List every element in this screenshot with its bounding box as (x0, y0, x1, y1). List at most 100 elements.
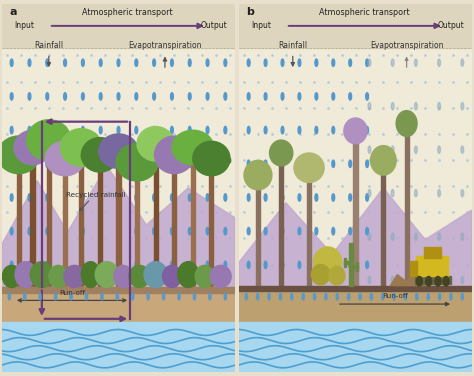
Ellipse shape (279, 293, 282, 300)
Polygon shape (239, 188, 472, 321)
Ellipse shape (315, 261, 318, 268)
Ellipse shape (315, 93, 318, 100)
Ellipse shape (188, 126, 191, 134)
Ellipse shape (209, 293, 211, 300)
Ellipse shape (99, 160, 102, 167)
Ellipse shape (195, 265, 214, 288)
Ellipse shape (206, 194, 209, 201)
Bar (279, 153, 283, 286)
Ellipse shape (344, 118, 367, 144)
Ellipse shape (153, 126, 155, 134)
Ellipse shape (206, 160, 209, 167)
Ellipse shape (10, 261, 13, 268)
Ellipse shape (332, 295, 335, 302)
Ellipse shape (70, 293, 72, 300)
Ellipse shape (117, 160, 120, 167)
Text: Recycled rainfall: Recycled rainfall (65, 193, 125, 199)
Ellipse shape (163, 265, 181, 288)
Ellipse shape (294, 153, 324, 182)
Ellipse shape (461, 146, 464, 153)
Ellipse shape (370, 293, 373, 300)
Ellipse shape (366, 160, 368, 167)
Ellipse shape (438, 59, 440, 67)
Ellipse shape (396, 111, 417, 136)
Ellipse shape (206, 295, 209, 302)
Ellipse shape (414, 276, 417, 284)
Bar (353, 265, 358, 268)
Ellipse shape (171, 126, 173, 134)
Ellipse shape (210, 265, 231, 288)
Ellipse shape (28, 227, 31, 235)
Ellipse shape (366, 59, 368, 67)
Ellipse shape (46, 261, 49, 268)
Text: Input: Input (251, 21, 271, 30)
Ellipse shape (99, 261, 102, 268)
Ellipse shape (393, 293, 395, 300)
Ellipse shape (414, 190, 417, 197)
Text: b: b (246, 8, 254, 17)
Ellipse shape (332, 261, 335, 268)
Ellipse shape (153, 194, 155, 201)
Ellipse shape (129, 265, 150, 288)
Ellipse shape (349, 160, 352, 167)
Ellipse shape (414, 233, 417, 240)
Ellipse shape (366, 194, 368, 201)
Ellipse shape (116, 143, 158, 181)
Ellipse shape (247, 194, 250, 201)
Ellipse shape (135, 160, 138, 167)
Ellipse shape (450, 293, 452, 300)
Bar (193, 158, 230, 162)
Ellipse shape (82, 227, 84, 235)
Ellipse shape (178, 262, 199, 288)
Circle shape (435, 276, 441, 286)
Bar (82, 154, 118, 158)
Ellipse shape (99, 126, 102, 134)
Ellipse shape (117, 59, 120, 67)
Ellipse shape (313, 293, 316, 300)
Ellipse shape (135, 59, 138, 67)
Bar (14, 147, 51, 151)
Circle shape (443, 276, 449, 286)
Bar (344, 261, 349, 264)
Ellipse shape (270, 140, 293, 166)
Ellipse shape (24, 293, 26, 300)
Ellipse shape (256, 293, 259, 300)
Ellipse shape (82, 138, 118, 172)
Ellipse shape (188, 261, 191, 268)
Ellipse shape (366, 126, 368, 134)
Ellipse shape (135, 227, 138, 235)
Bar (210, 159, 213, 288)
Ellipse shape (332, 160, 335, 167)
Ellipse shape (49, 265, 67, 288)
Text: Evapotranspiration: Evapotranspiration (370, 41, 443, 50)
Ellipse shape (206, 93, 209, 100)
Ellipse shape (135, 295, 138, 302)
Ellipse shape (281, 126, 284, 134)
Ellipse shape (332, 194, 335, 201)
Ellipse shape (264, 59, 267, 67)
Bar (172, 147, 214, 151)
Ellipse shape (171, 59, 173, 67)
Text: Input: Input (14, 21, 34, 30)
Bar (2, 323, 235, 372)
Ellipse shape (206, 59, 209, 67)
Ellipse shape (264, 160, 267, 167)
Ellipse shape (153, 93, 155, 100)
Bar (47, 140, 51, 288)
Ellipse shape (64, 194, 66, 201)
Ellipse shape (116, 293, 118, 300)
Ellipse shape (329, 267, 345, 285)
Ellipse shape (82, 59, 84, 67)
Text: a: a (9, 8, 17, 17)
Ellipse shape (332, 93, 335, 100)
Ellipse shape (264, 227, 267, 235)
Ellipse shape (311, 264, 330, 285)
Text: Output: Output (201, 21, 228, 30)
Bar (415, 276, 451, 284)
Ellipse shape (95, 262, 118, 288)
Bar (46, 158, 85, 162)
Ellipse shape (28, 295, 31, 302)
Ellipse shape (245, 293, 247, 300)
Ellipse shape (264, 93, 267, 100)
Text: Atmospheric transport: Atmospheric transport (82, 8, 173, 17)
